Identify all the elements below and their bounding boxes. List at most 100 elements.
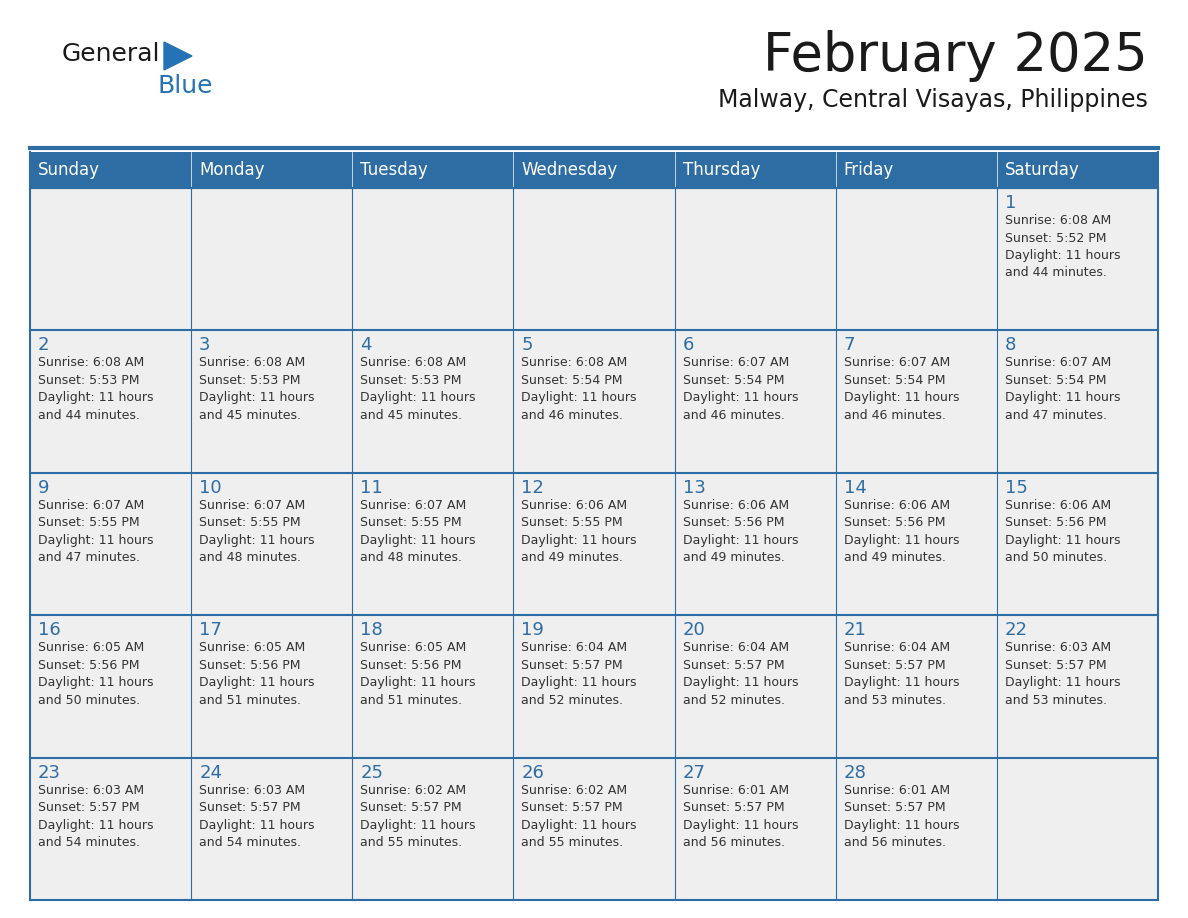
Text: 6: 6 bbox=[683, 336, 694, 354]
Text: Daylight: 11 hours: Daylight: 11 hours bbox=[683, 819, 798, 832]
Text: and 45 minutes.: and 45 minutes. bbox=[200, 409, 301, 422]
Bar bbox=[353, 473, 513, 615]
Bar bbox=[835, 330, 997, 473]
Text: Sunrise: 6:07 AM: Sunrise: 6:07 AM bbox=[1005, 356, 1111, 369]
Text: Daylight: 11 hours: Daylight: 11 hours bbox=[200, 677, 315, 689]
Text: 8: 8 bbox=[1005, 336, 1016, 354]
Text: Sunset: 5:52 PM: Sunset: 5:52 PM bbox=[1005, 231, 1106, 244]
Bar bbox=[30, 330, 191, 473]
Text: Daylight: 11 hours: Daylight: 11 hours bbox=[360, 677, 475, 689]
Bar bbox=[30, 188, 191, 330]
Bar bbox=[30, 152, 1158, 188]
Text: Malway, Central Visayas, Philippines: Malway, Central Visayas, Philippines bbox=[718, 88, 1148, 112]
Text: Daylight: 11 hours: Daylight: 11 hours bbox=[522, 391, 637, 405]
Text: Sunrise: 6:04 AM: Sunrise: 6:04 AM bbox=[683, 641, 789, 655]
Text: 7: 7 bbox=[843, 336, 855, 354]
Text: and 51 minutes.: and 51 minutes. bbox=[360, 694, 462, 707]
Text: and 56 minutes.: and 56 minutes. bbox=[843, 836, 946, 849]
Text: Daylight: 11 hours: Daylight: 11 hours bbox=[1005, 533, 1120, 547]
Text: Sunset: 5:57 PM: Sunset: 5:57 PM bbox=[843, 801, 946, 814]
Bar bbox=[191, 188, 353, 330]
Text: 3: 3 bbox=[200, 336, 210, 354]
Text: Daylight: 11 hours: Daylight: 11 hours bbox=[1005, 391, 1120, 405]
Bar bbox=[675, 330, 835, 473]
Bar bbox=[835, 188, 997, 330]
Text: Sunrise: 6:08 AM: Sunrise: 6:08 AM bbox=[200, 356, 305, 369]
Text: 25: 25 bbox=[360, 764, 384, 781]
Text: Sunset: 5:53 PM: Sunset: 5:53 PM bbox=[360, 374, 462, 386]
Bar bbox=[353, 615, 513, 757]
Text: Daylight: 11 hours: Daylight: 11 hours bbox=[522, 533, 637, 547]
Text: and 52 minutes.: and 52 minutes. bbox=[683, 694, 784, 707]
Text: Sunrise: 6:03 AM: Sunrise: 6:03 AM bbox=[200, 784, 305, 797]
Bar bbox=[353, 757, 513, 900]
Bar bbox=[30, 615, 191, 757]
Text: Daylight: 11 hours: Daylight: 11 hours bbox=[683, 533, 798, 547]
Text: Sunset: 5:57 PM: Sunset: 5:57 PM bbox=[683, 801, 784, 814]
Text: and 45 minutes.: and 45 minutes. bbox=[360, 409, 462, 422]
Text: and 47 minutes.: and 47 minutes. bbox=[38, 552, 140, 565]
Text: Sunrise: 6:07 AM: Sunrise: 6:07 AM bbox=[843, 356, 950, 369]
Bar bbox=[835, 615, 997, 757]
Text: Sunset: 5:57 PM: Sunset: 5:57 PM bbox=[843, 659, 946, 672]
Polygon shape bbox=[164, 42, 192, 70]
Text: Sunset: 5:56 PM: Sunset: 5:56 PM bbox=[200, 659, 301, 672]
Text: Sunset: 5:55 PM: Sunset: 5:55 PM bbox=[522, 516, 623, 530]
Text: Friday: Friday bbox=[843, 161, 893, 179]
Text: 14: 14 bbox=[843, 479, 866, 497]
Text: and 55 minutes.: and 55 minutes. bbox=[522, 836, 624, 849]
Text: Thursday: Thursday bbox=[683, 161, 760, 179]
Text: and 48 minutes.: and 48 minutes. bbox=[200, 552, 301, 565]
Bar bbox=[513, 330, 675, 473]
Text: and 46 minutes.: and 46 minutes. bbox=[522, 409, 624, 422]
Text: Sunset: 5:56 PM: Sunset: 5:56 PM bbox=[843, 516, 946, 530]
Text: Daylight: 11 hours: Daylight: 11 hours bbox=[200, 819, 315, 832]
Text: Sunrise: 6:06 AM: Sunrise: 6:06 AM bbox=[843, 498, 950, 512]
Text: Sunset: 5:55 PM: Sunset: 5:55 PM bbox=[38, 516, 140, 530]
Text: Daylight: 11 hours: Daylight: 11 hours bbox=[522, 819, 637, 832]
Bar bbox=[675, 188, 835, 330]
Bar bbox=[353, 188, 513, 330]
Text: Daylight: 11 hours: Daylight: 11 hours bbox=[200, 533, 315, 547]
Text: Daylight: 11 hours: Daylight: 11 hours bbox=[38, 677, 153, 689]
Text: Saturday: Saturday bbox=[1005, 161, 1080, 179]
Text: Sunrise: 6:03 AM: Sunrise: 6:03 AM bbox=[38, 784, 144, 797]
Text: Sunrise: 6:02 AM: Sunrise: 6:02 AM bbox=[360, 784, 467, 797]
Text: and 53 minutes.: and 53 minutes. bbox=[1005, 694, 1107, 707]
Text: and 55 minutes.: and 55 minutes. bbox=[360, 836, 462, 849]
Bar bbox=[353, 330, 513, 473]
Bar bbox=[675, 757, 835, 900]
Text: Daylight: 11 hours: Daylight: 11 hours bbox=[38, 533, 153, 547]
Text: Sunrise: 6:02 AM: Sunrise: 6:02 AM bbox=[522, 784, 627, 797]
Text: Sunset: 5:57 PM: Sunset: 5:57 PM bbox=[683, 659, 784, 672]
Text: 19: 19 bbox=[522, 621, 544, 639]
Text: Sunrise: 6:04 AM: Sunrise: 6:04 AM bbox=[843, 641, 950, 655]
Bar bbox=[997, 615, 1158, 757]
Text: Sunset: 5:55 PM: Sunset: 5:55 PM bbox=[360, 516, 462, 530]
Text: 24: 24 bbox=[200, 764, 222, 781]
Bar bbox=[997, 473, 1158, 615]
Text: Sunset: 5:53 PM: Sunset: 5:53 PM bbox=[38, 374, 139, 386]
Bar bbox=[675, 473, 835, 615]
Text: Daylight: 11 hours: Daylight: 11 hours bbox=[1005, 677, 1120, 689]
Text: Monday: Monday bbox=[200, 161, 265, 179]
Text: Sunrise: 6:07 AM: Sunrise: 6:07 AM bbox=[360, 498, 467, 512]
Text: and 56 minutes.: and 56 minutes. bbox=[683, 836, 784, 849]
Text: 22: 22 bbox=[1005, 621, 1028, 639]
Text: Sunrise: 6:07 AM: Sunrise: 6:07 AM bbox=[200, 498, 305, 512]
Text: and 54 minutes.: and 54 minutes. bbox=[38, 836, 140, 849]
Text: 15: 15 bbox=[1005, 479, 1028, 497]
Text: and 46 minutes.: and 46 minutes. bbox=[683, 409, 784, 422]
Text: Sunset: 5:54 PM: Sunset: 5:54 PM bbox=[843, 374, 946, 386]
Text: and 44 minutes.: and 44 minutes. bbox=[1005, 266, 1107, 279]
Text: Sunrise: 6:06 AM: Sunrise: 6:06 AM bbox=[522, 498, 627, 512]
Text: and 44 minutes.: and 44 minutes. bbox=[38, 409, 140, 422]
Bar bbox=[513, 188, 675, 330]
Text: and 49 minutes.: and 49 minutes. bbox=[522, 552, 624, 565]
Text: Sunrise: 6:05 AM: Sunrise: 6:05 AM bbox=[200, 641, 305, 655]
Text: Tuesday: Tuesday bbox=[360, 161, 428, 179]
Text: Sunset: 5:56 PM: Sunset: 5:56 PM bbox=[1005, 516, 1106, 530]
Text: Sunday: Sunday bbox=[38, 161, 100, 179]
Text: 27: 27 bbox=[683, 764, 706, 781]
Text: 10: 10 bbox=[200, 479, 222, 497]
